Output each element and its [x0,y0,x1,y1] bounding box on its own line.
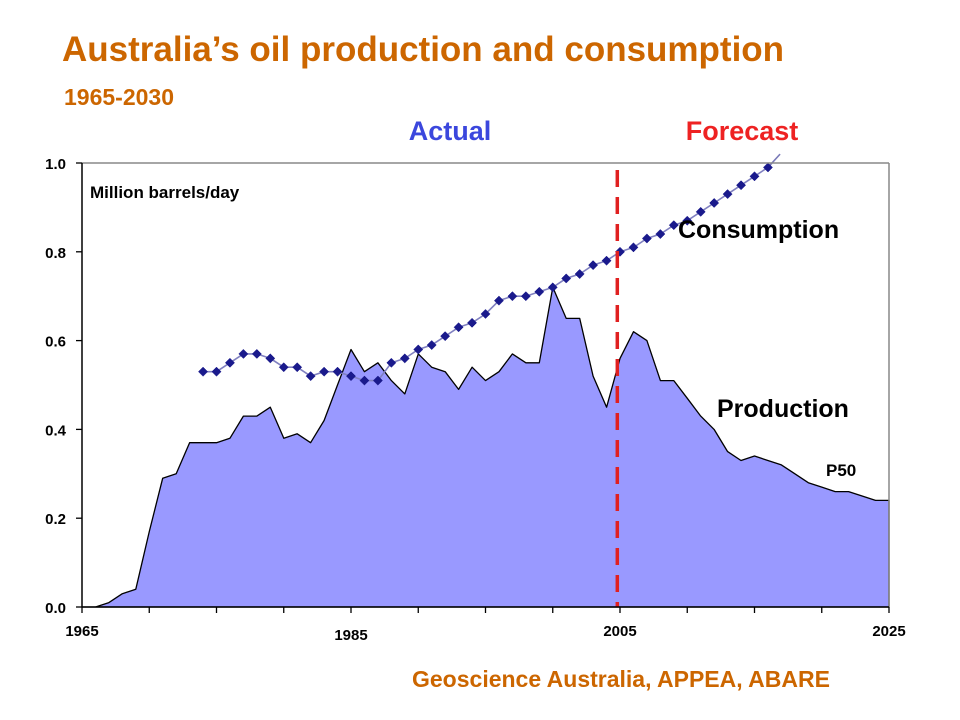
consumption-point [574,269,585,279]
chart-source: Geoscience Australia, APPEA, ABARE [412,666,830,692]
consumption-point [319,366,330,377]
consumption-point [588,260,599,271]
consumption-point [251,348,262,359]
y-axis-unit-label: Million barrels/day [90,183,240,202]
consumption-point [211,366,222,377]
consumption-point [762,162,773,173]
consumption-point [372,375,383,386]
y-tick-label: 1.0 [45,156,66,173]
consumption-point [749,171,760,182]
production-label: Production [717,395,849,423]
production-area [81,286,890,608]
y-tick-label: 0.2 [45,511,66,528]
consumption-point [480,309,491,319]
consumption-point [399,353,410,364]
x-tick-label: 2005 [603,623,636,640]
y-tick-label: 0.8 [45,245,66,262]
consumption-point [413,344,424,355]
consumption-point [547,282,558,293]
consumption-point [467,317,478,328]
consumption-point [386,357,397,368]
actual-label: Actual [409,116,492,146]
consumption-point [238,348,249,359]
forecast-label: Forecast [686,116,799,146]
consumption-point [265,353,276,364]
y-tick-label: 0.0 [45,600,66,617]
p50-label: P50 [826,461,856,480]
y-tick-label: 0.6 [45,334,66,351]
consumption-point [668,220,679,231]
consumption-point [561,273,572,284]
consumption-point [601,255,612,266]
consumption-point [292,362,303,373]
consumption-point [224,357,235,368]
consumption-point [198,366,209,377]
consumption-point [628,242,639,253]
consumption-point [440,331,451,342]
consumption-point [695,206,706,217]
consumption-point [426,340,437,350]
consumption-point [305,371,316,382]
consumption-point [332,366,343,377]
consumption-point [682,215,693,226]
consumption-point [534,286,545,297]
consumption-line [203,166,769,382]
consumption-point [278,362,289,373]
chart-title: Australia’s oil production and consumpti… [62,30,785,69]
x-tick-label: 2025 [872,623,905,640]
consumption-point [346,371,356,382]
consumption-point [359,375,370,386]
x-tick-label: 1965 [65,623,98,640]
consumption-point [453,322,464,333]
consumption-point [736,180,747,191]
consumption-point [507,291,518,302]
consumption-point [709,198,720,208]
consumption-point [655,229,666,239]
consumption-point [722,189,733,200]
consumption-point [520,291,531,302]
consumption-label: Consumption [678,216,839,244]
consumption-point [493,295,504,306]
chart-subtitle: 1965-2030 [64,84,174,110]
consumption-point [641,233,652,244]
y-tick-label: 0.4 [45,422,67,439]
x-tick-label: 1985 [334,627,367,644]
